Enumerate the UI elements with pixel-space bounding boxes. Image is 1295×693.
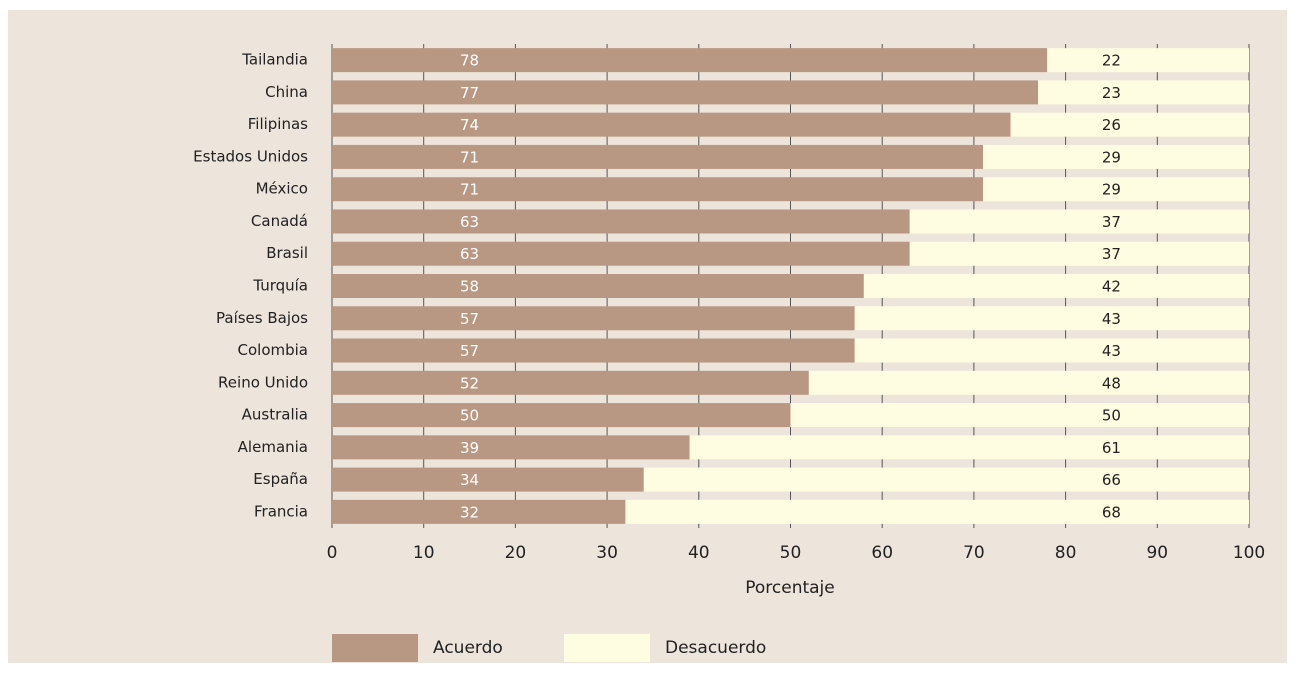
data-label: 74 <box>460 116 479 134</box>
data-label: 23 <box>1102 84 1121 102</box>
data-label: 39 <box>460 439 479 457</box>
bar-segment <box>332 48 1048 73</box>
data-label: 77 <box>460 84 479 102</box>
bar-segment <box>332 177 984 202</box>
data-label: 48 <box>1102 374 1121 392</box>
data-label: 50 <box>1102 407 1121 425</box>
bar-segment <box>332 274 864 298</box>
x-tick-label: 70 <box>963 543 985 563</box>
bar-segment <box>854 338 1249 363</box>
data-label: 58 <box>460 278 479 296</box>
data-label: 29 <box>1102 181 1121 199</box>
data-label: 37 <box>1102 245 1121 263</box>
data-label: 43 <box>1102 342 1121 360</box>
data-label: 68 <box>1102 503 1121 521</box>
category-label: Estados Unidos <box>193 147 308 165</box>
data-label: 34 <box>460 471 479 489</box>
data-label: 57 <box>460 342 479 360</box>
bar-segment <box>909 209 1249 234</box>
data-label: 52 <box>460 374 479 392</box>
x-tick-label: 40 <box>688 543 710 563</box>
category-label: Canadá <box>251 212 308 230</box>
legend-label: Desacuerdo <box>665 638 766 658</box>
x-tick-label: 50 <box>780 543 802 563</box>
bar-segment <box>332 241 910 266</box>
data-label: 61 <box>1102 439 1121 457</box>
category-label: Australia <box>242 406 308 424</box>
bar-segment <box>332 338 855 363</box>
data-label: 22 <box>1102 52 1121 70</box>
category-label: Brasil <box>266 244 308 262</box>
data-label: 32 <box>460 503 479 521</box>
x-tick-label: 90 <box>1146 543 1168 563</box>
bar-segment <box>808 370 1249 395</box>
bar-segment <box>332 467 644 492</box>
data-label: 43 <box>1102 310 1121 328</box>
legend-label: Acuerdo <box>433 638 503 658</box>
category-label: Francia <box>254 502 308 520</box>
bar-segment <box>332 209 910 234</box>
bar-segment <box>332 435 690 460</box>
data-label: 37 <box>1102 213 1121 231</box>
bar-segment <box>790 403 1249 428</box>
x-tick-label: 10 <box>413 543 435 563</box>
bar-segment <box>909 241 1249 266</box>
data-label: 66 <box>1102 471 1121 489</box>
x-tick-label: 0 <box>327 543 338 563</box>
bar-segment <box>332 112 1011 137</box>
data-label: 71 <box>460 148 479 166</box>
legend-swatch <box>332 634 418 662</box>
category-label: Tailandia <box>241 51 308 69</box>
panel <box>8 10 1287 663</box>
category-label: Filipinas <box>248 115 308 133</box>
data-label: 63 <box>460 245 479 263</box>
bar-segment <box>332 144 984 169</box>
bar-segment <box>332 370 809 395</box>
category-label: Colombia <box>238 341 309 359</box>
category-label: China <box>265 83 308 101</box>
bar-segment <box>1010 112 1249 137</box>
x-tick-label: 60 <box>871 543 893 563</box>
bar-segment <box>983 144 1249 169</box>
category-label: España <box>253 470 308 488</box>
data-label: 71 <box>460 181 479 199</box>
bar-segment <box>332 499 626 524</box>
category-label: Turquía <box>252 277 308 295</box>
data-label: 42 <box>1102 278 1121 296</box>
x-axis-label: Porcentaje <box>745 578 835 598</box>
data-label: 78 <box>460 52 479 70</box>
x-tick-label: 100 <box>1233 543 1265 563</box>
category-label: Países Bajos <box>216 309 308 327</box>
category-label: Reino Unido <box>218 373 308 391</box>
category-label: México <box>256 180 308 198</box>
bar-segment <box>863 274 1249 298</box>
bar-segment <box>983 177 1249 202</box>
bar-segment <box>332 80 1039 105</box>
bar-segment <box>643 467 1249 492</box>
data-label: 26 <box>1102 116 1121 134</box>
data-label: 50 <box>460 407 479 425</box>
bar-segment <box>854 306 1249 331</box>
x-tick-label: 30 <box>596 543 618 563</box>
bar-segment <box>1047 48 1249 73</box>
category-label: Alemania <box>238 438 308 456</box>
data-label: 57 <box>460 310 479 328</box>
bar-segment <box>332 306 855 331</box>
bar-segment <box>625 499 1249 524</box>
data-label: 29 <box>1102 148 1121 166</box>
bar-segment <box>689 435 1249 460</box>
bar-segment <box>1038 80 1249 105</box>
bar-segment <box>332 403 791 428</box>
legend-swatch <box>564 634 650 662</box>
x-tick-label: 80 <box>1055 543 1077 563</box>
data-label: 63 <box>460 213 479 231</box>
x-tick-label: 20 <box>505 543 527 563</box>
